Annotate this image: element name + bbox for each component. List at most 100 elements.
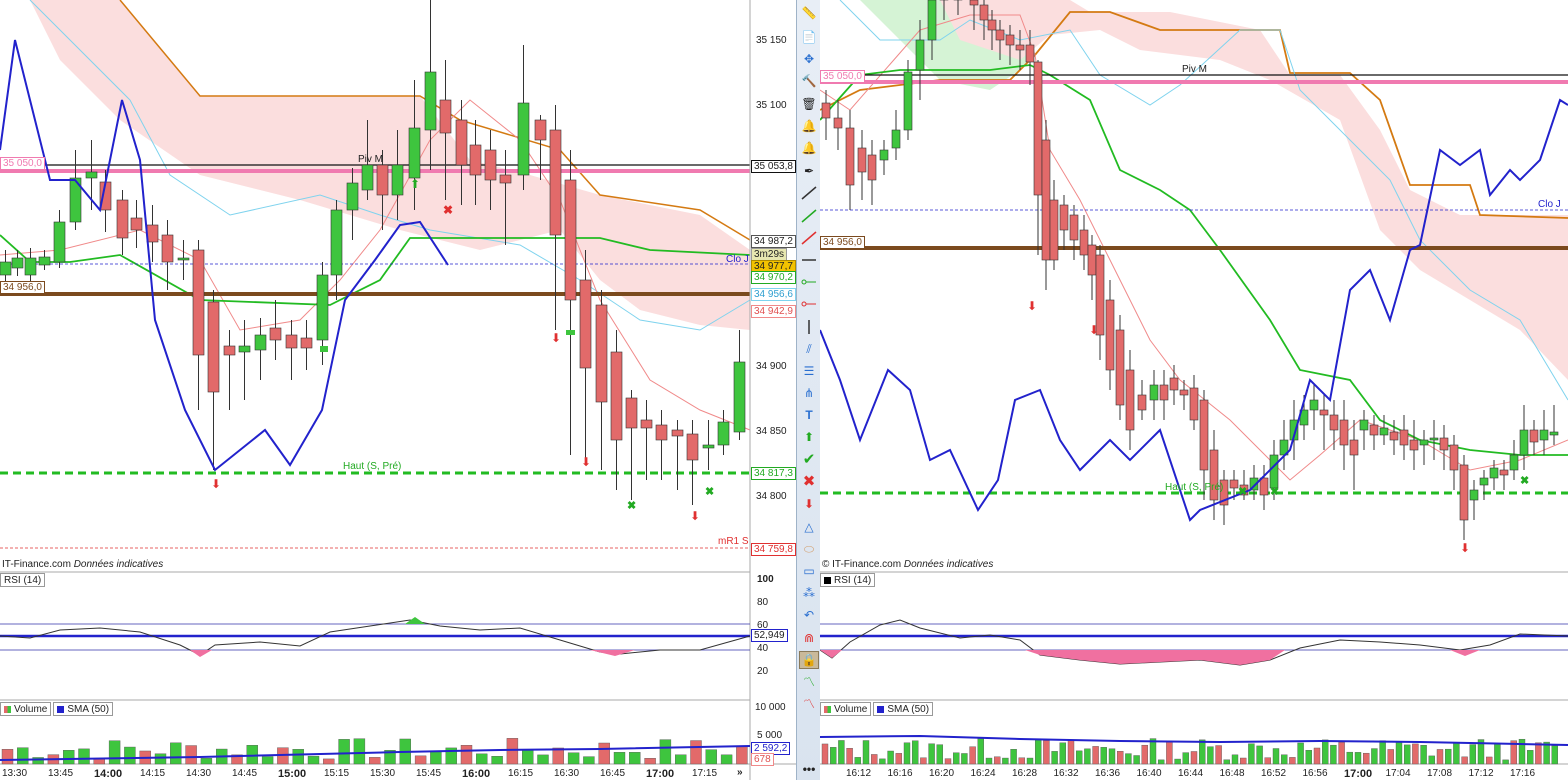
right-chart-canvas[interactable]: ⬇ ⬇ ⬇ ✖ ✖ ✖ (820, 0, 1568, 780)
pitchfork-icon[interactable]: ⋔ (803, 386, 815, 400)
scroll-more-button[interactable]: » (737, 767, 743, 778)
alert-bell-icon[interactable]: 🔔 (801, 119, 817, 133)
alert-icon[interactable]: 🔔 (801, 141, 817, 155)
cycles-icon[interactable]: ⁂ (803, 586, 815, 600)
price-tag: 34 956,6 (751, 288, 796, 301)
text-icon[interactable]: T (805, 408, 813, 422)
volume-bar (1100, 747, 1107, 765)
lock-icon[interactable]: 🔒 (799, 651, 819, 669)
candle-body (1169, 377, 1179, 391)
volume-bar (445, 747, 457, 765)
chikou-blue-line (0, 39, 449, 472)
trend-line-icon[interactable] (799, 184, 819, 202)
triangle-icon[interactable]: △ (804, 520, 814, 534)
candle-body (717, 421, 730, 446)
volume-bar (1043, 740, 1050, 765)
green-line-icon[interactable] (799, 207, 819, 225)
volume-legend[interactable]: Volume SMA (50) (0, 702, 114, 716)
horizontal-line-icon[interactable] (799, 251, 819, 269)
candle-body (269, 327, 282, 341)
more-icon[interactable]: ••• (802, 762, 816, 776)
right-chart-panel[interactable]: ⬇ ⬇ ⬇ ✖ ✖ ✖ 35 050,0 34 956,0 Piv M Clo … (820, 0, 1568, 780)
volume-bar (1404, 744, 1411, 765)
left-chart-panel[interactable]: ⬇ ⬆ ⬇ ⬇ ⬇ ✖ ✖ ✖ 35 150 35 100 34 900 34 … (0, 0, 796, 780)
drawing-toolbar: 📏 📄 ✥ 🔨 🗑 🔔 🔔 ✒ ⫽ ☰ ⋔ T ⬆ ✔ ✖ ⬇ △ ⬭ ▭ ⁂ … (796, 0, 822, 780)
check-icon[interactable]: ✔ (802, 451, 816, 468)
square-marker (566, 330, 575, 335)
candle-body (499, 174, 512, 184)
candle-body (1439, 437, 1449, 451)
zigzag-red-icon[interactable]: 〽 (802, 697, 815, 711)
candle-body (1269, 454, 1279, 489)
candle-body (927, 0, 937, 41)
cross-icon[interactable]: ✖ (802, 473, 816, 490)
trash-icon[interactable]: 🗑 (801, 97, 817, 111)
volume-bar (1322, 739, 1329, 765)
candle-body (439, 99, 452, 134)
volume-bar (1363, 752, 1370, 765)
candle-body (534, 119, 547, 141)
ellipse-icon[interactable]: ⬭ (803, 542, 815, 556)
volume-bar (1010, 749, 1017, 765)
rectangle-icon[interactable]: ▭ (803, 564, 815, 578)
candle-body (11, 257, 24, 269)
arrow-up-icon[interactable]: ⬆ (803, 430, 815, 444)
pen-icon[interactable]: ✒ (803, 164, 815, 178)
volume-bar (1420, 745, 1427, 765)
time-axis-label: 16:48 (1219, 768, 1245, 779)
rsi-axis-label: 80 (757, 597, 769, 608)
volume-bar (879, 758, 886, 765)
volume-bar (736, 746, 748, 765)
volume-axis-label: 5 000 (757, 730, 783, 741)
ray-red-icon[interactable] (799, 295, 819, 313)
rsi-legend[interactable]: RSI (14) (820, 573, 876, 587)
hammer-icon[interactable]: 🔨 (801, 74, 817, 88)
volume-legend[interactable]: Volume SMA (50) (820, 702, 934, 716)
price-tag: 34 970,2 (751, 271, 796, 284)
candle-body (867, 154, 877, 181)
volume-bar (1264, 757, 1271, 765)
volume-bar (32, 757, 44, 765)
ruler-icon[interactable]: 📏 (801, 6, 817, 20)
vertical-line-icon[interactable] (799, 318, 819, 336)
zigzag-green-icon[interactable]: 〽 (802, 675, 815, 689)
candle-body (1539, 429, 1549, 441)
volume-bar (1026, 757, 1034, 765)
volume-bar (821, 743, 829, 765)
copy-icon[interactable]: 📄 (801, 30, 817, 44)
volume-bar (567, 752, 580, 765)
rsi-legend[interactable]: RSI (14) (0, 573, 46, 587)
pink-level-label: 35 050,0 (0, 157, 45, 170)
candle-body (1249, 477, 1259, 491)
senkou-cyan-line (29, 0, 751, 331)
arrow-down-icon[interactable]: ⬇ (803, 497, 815, 511)
volume-bar (1494, 744, 1501, 765)
candle-body (376, 164, 389, 196)
ray-green-icon[interactable] (799, 273, 819, 291)
time-axis-label: 17:00 (646, 768, 675, 780)
candle-body (1159, 384, 1169, 401)
pink-level-label: 35 050,0 (820, 70, 865, 83)
move-icon[interactable]: ✥ (803, 52, 815, 66)
time-axis-label: 17:12 (1468, 768, 1494, 779)
candle-body (53, 221, 66, 263)
magnet-icon[interactable]: ⋒ (803, 631, 815, 645)
volume-bar (583, 756, 595, 765)
volume-bar (1034, 739, 1042, 765)
volume-bar (1297, 742, 1304, 765)
volume-bar (154, 753, 167, 765)
volume-bar (1141, 744, 1148, 765)
brown-level-label: 34 956,0 (820, 236, 865, 249)
candle-body (1041, 139, 1051, 261)
candle-body (891, 129, 901, 149)
volume-bar (1395, 741, 1403, 765)
time-axis-label: 16:15 (508, 768, 534, 779)
left-chart-canvas[interactable]: ⬇ ⬆ ⬇ ⬇ ⬇ ✖ ✖ ✖ (0, 0, 796, 780)
volume-bar (1059, 742, 1067, 765)
channel-icon[interactable]: ⫽ (806, 342, 812, 356)
red-line-icon[interactable] (799, 229, 819, 247)
candle-body (391, 164, 404, 196)
fibonacci-icon[interactable]: ☰ (803, 364, 815, 378)
undo-icon[interactable]: ↶ (803, 608, 815, 622)
candle-body (595, 304, 608, 403)
